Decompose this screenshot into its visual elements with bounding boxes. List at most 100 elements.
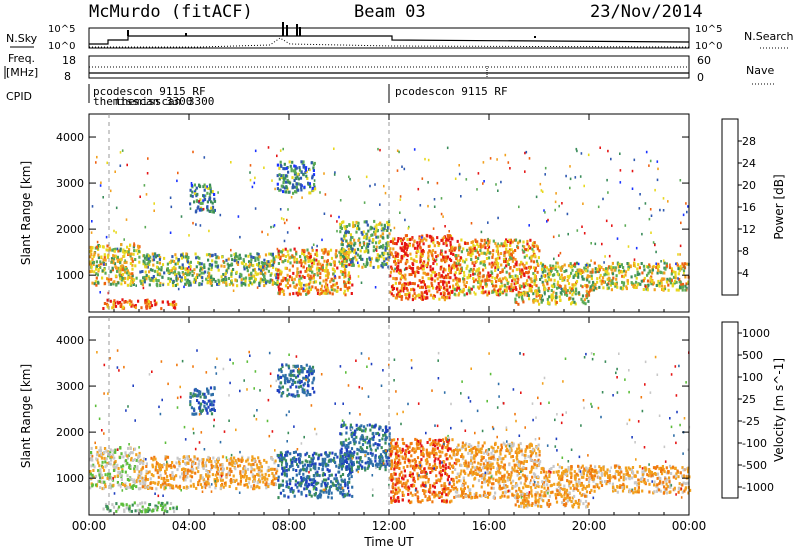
power-cell	[308, 182, 311, 186]
power-cell	[180, 215, 183, 218]
velocity-cell	[156, 505, 159, 509]
power-cell	[365, 232, 368, 236]
power-cell	[513, 282, 516, 286]
power-cell	[397, 264, 400, 268]
power-cell	[232, 289, 235, 292]
power-cell	[404, 252, 407, 256]
power-cell	[89, 260, 92, 264]
power-cell	[426, 234, 429, 238]
power-cell	[353, 238, 356, 242]
velocity-cell	[222, 467, 225, 471]
power-cell	[389, 274, 392, 278]
power-cell	[307, 291, 310, 295]
power-cell	[425, 289, 428, 293]
power-cell	[96, 240, 99, 244]
power-cell	[286, 231, 289, 234]
power-cell	[451, 246, 454, 250]
power-cell	[552, 264, 555, 268]
velocity-cell	[214, 481, 217, 485]
velocity-cell	[207, 474, 210, 478]
power-cell	[312, 243, 315, 246]
velocity-cell	[120, 502, 123, 506]
power-cell	[278, 282, 282, 286]
power-cell	[306, 177, 309, 180]
velocity-cell	[165, 467, 168, 471]
power-cell	[574, 176, 577, 179]
velocity-cell	[207, 477, 210, 481]
power-cell	[392, 269, 395, 273]
velocity-cell	[314, 462, 317, 466]
power-cell	[417, 294, 420, 298]
power-cell	[270, 225, 272, 229]
velocity-cell	[103, 447, 107, 450]
power-cell	[309, 288, 312, 291]
power-cell	[353, 250, 356, 254]
power-cell	[453, 266, 456, 270]
power-cell	[335, 289, 338, 293]
velocity-cell	[150, 456, 153, 460]
power-cell	[332, 272, 335, 276]
power-cell	[89, 270, 92, 274]
velocity-cell	[270, 456, 273, 460]
power-cell	[173, 260, 176, 263]
velocity-cell	[193, 412, 196, 416]
velocity-cell	[213, 465, 216, 469]
power-cell	[649, 159, 652, 163]
power-cell	[567, 264, 571, 268]
power-cell	[399, 211, 401, 214]
power-cell	[167, 302, 170, 306]
power-cell	[546, 297, 549, 301]
power-cell	[281, 290, 284, 294]
power-cell	[173, 265, 176, 269]
power-cell	[575, 287, 578, 291]
power-cell	[286, 278, 289, 282]
power-cell	[116, 247, 119, 251]
power-cell	[442, 215, 444, 218]
velocity-cell	[339, 483, 342, 487]
power-cell	[133, 242, 135, 245]
power-cell	[580, 152, 583, 155]
power-cell	[387, 252, 390, 256]
velocity-cell	[191, 460, 194, 464]
power-cell	[675, 288, 678, 292]
power-cell	[345, 239, 348, 243]
power-cell	[476, 240, 479, 244]
power-cell	[317, 266, 320, 270]
velocity-cell	[311, 381, 314, 385]
power-cell	[102, 258, 105, 262]
power-cell	[344, 271, 347, 275]
power-cell	[512, 277, 515, 281]
power-cell	[390, 229, 392, 232]
velocity-cell	[118, 470, 121, 474]
power-cell	[465, 292, 469, 296]
velocity-cell	[277, 389, 280, 393]
power-cell	[324, 288, 327, 292]
power-cell	[303, 276, 306, 279]
power-cell	[103, 281, 107, 285]
power-cell	[316, 262, 319, 266]
power-cell	[519, 293, 522, 296]
power-cell	[574, 302, 577, 306]
power-cell	[491, 253, 494, 257]
power-cell	[508, 258, 511, 262]
velocity-cell	[120, 452, 123, 456]
power-cell	[292, 292, 295, 296]
velocity-cell	[324, 486, 328, 490]
power-cell	[471, 247, 474, 251]
velocity-cell	[324, 457, 327, 461]
velocity-cell	[149, 482, 152, 486]
power-cell	[517, 302, 520, 306]
freq-label-2: [MHz]	[6, 66, 38, 79]
velocity-cell	[257, 470, 261, 474]
power-cell	[300, 286, 303, 290]
power-cell	[498, 256, 501, 260]
power-cell	[216, 255, 219, 259]
power-cell	[521, 298, 524, 302]
power-cell	[230, 274, 233, 278]
power-cell	[554, 200, 557, 204]
power-cell	[269, 264, 272, 267]
power-cell	[195, 223, 197, 226]
power-cell	[532, 241, 535, 245]
power-cell	[621, 270, 624, 274]
power-cell	[537, 293, 541, 297]
